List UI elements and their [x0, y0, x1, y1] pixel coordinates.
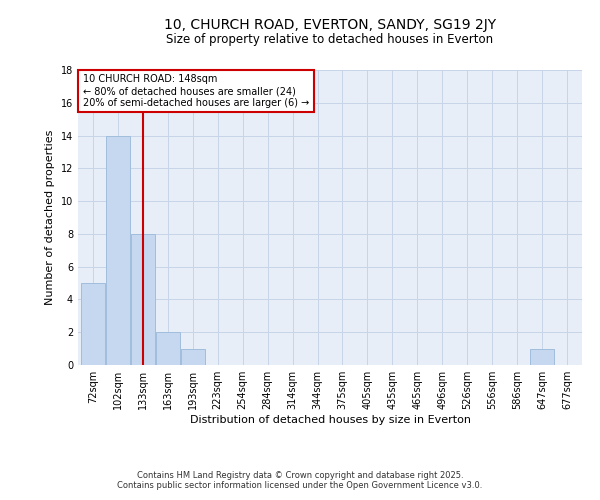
- Bar: [156, 332, 179, 365]
- Bar: [81, 283, 105, 365]
- Bar: [181, 348, 205, 365]
- Bar: [530, 348, 554, 365]
- Y-axis label: Number of detached properties: Number of detached properties: [45, 130, 55, 305]
- Bar: [131, 234, 155, 365]
- Text: 10 CHURCH ROAD: 148sqm
← 80% of detached houses are smaller (24)
20% of semi-det: 10 CHURCH ROAD: 148sqm ← 80% of detached…: [83, 74, 309, 108]
- Text: Contains HM Land Registry data © Crown copyright and database right 2025.
Contai: Contains HM Land Registry data © Crown c…: [118, 470, 482, 490]
- X-axis label: Distribution of detached houses by size in Everton: Distribution of detached houses by size …: [190, 415, 470, 425]
- Bar: [106, 136, 130, 365]
- Text: 10, CHURCH ROAD, EVERTON, SANDY, SG19 2JY: 10, CHURCH ROAD, EVERTON, SANDY, SG19 2J…: [164, 18, 496, 32]
- Text: Size of property relative to detached houses in Everton: Size of property relative to detached ho…: [166, 32, 494, 46]
